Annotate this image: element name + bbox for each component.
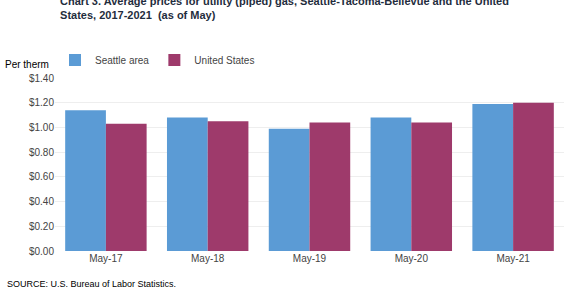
svg-text:Per therm: Per therm bbox=[5, 59, 49, 70]
svg-text:$1.20: $1.20 bbox=[29, 97, 54, 108]
svg-text:$0.20: $0.20 bbox=[29, 221, 54, 232]
svg-text:$0.00: $0.00 bbox=[29, 246, 54, 257]
svg-text:Seattle area: Seattle area bbox=[95, 55, 149, 66]
svg-text:May-17: May-17 bbox=[89, 253, 123, 264]
svg-text:May-21: May-21 bbox=[496, 253, 530, 264]
svg-text:$0.60: $0.60 bbox=[29, 171, 54, 182]
svg-text:May-20: May-20 bbox=[395, 253, 429, 264]
svg-text:$1.00: $1.00 bbox=[29, 122, 54, 133]
svg-text:May-19: May-19 bbox=[293, 253, 327, 264]
svg-text:May-18: May-18 bbox=[191, 253, 225, 264]
svg-text:Chart 3. Average prices for ut: Chart 3. Average prices for utility (pip… bbox=[60, 0, 509, 21]
svg-text:SOURCE: U.S. Bureau of Labor S: SOURCE: U.S. Bureau of Labor Statistics. bbox=[7, 279, 176, 289]
svg-text:United States: United States bbox=[194, 55, 254, 66]
svg-text:$0.40: $0.40 bbox=[29, 196, 54, 207]
svg-text:$1.40: $1.40 bbox=[29, 73, 54, 84]
svg-text:$0.80: $0.80 bbox=[29, 147, 54, 158]
